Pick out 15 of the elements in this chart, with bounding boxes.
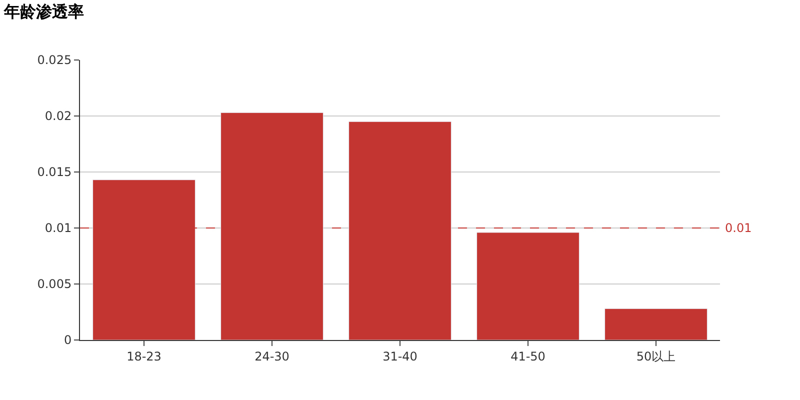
y-tick-label: 0.025: [37, 53, 72, 68]
x-tick-label: 41-50: [510, 349, 546, 364]
y-tick-label: 0: [64, 333, 72, 348]
x-tick-label: 31-40: [382, 349, 418, 364]
x-tick-label: 50以上: [636, 349, 676, 364]
y-tick-label: 0.005: [37, 277, 72, 292]
bar: [604, 308, 708, 340]
y-tick-label: 0.01: [44, 221, 72, 236]
ref-line-label: 0.01: [725, 221, 752, 235]
chart-title: 年龄渗透率: [3, 2, 84, 22]
y-tick-label: 0.02: [44, 109, 72, 124]
y-tick-label: 0.015: [37, 165, 72, 180]
x-tick-label: 18-23: [126, 349, 162, 364]
bar: [476, 232, 580, 340]
x-tick-label: 24-30: [254, 349, 290, 364]
